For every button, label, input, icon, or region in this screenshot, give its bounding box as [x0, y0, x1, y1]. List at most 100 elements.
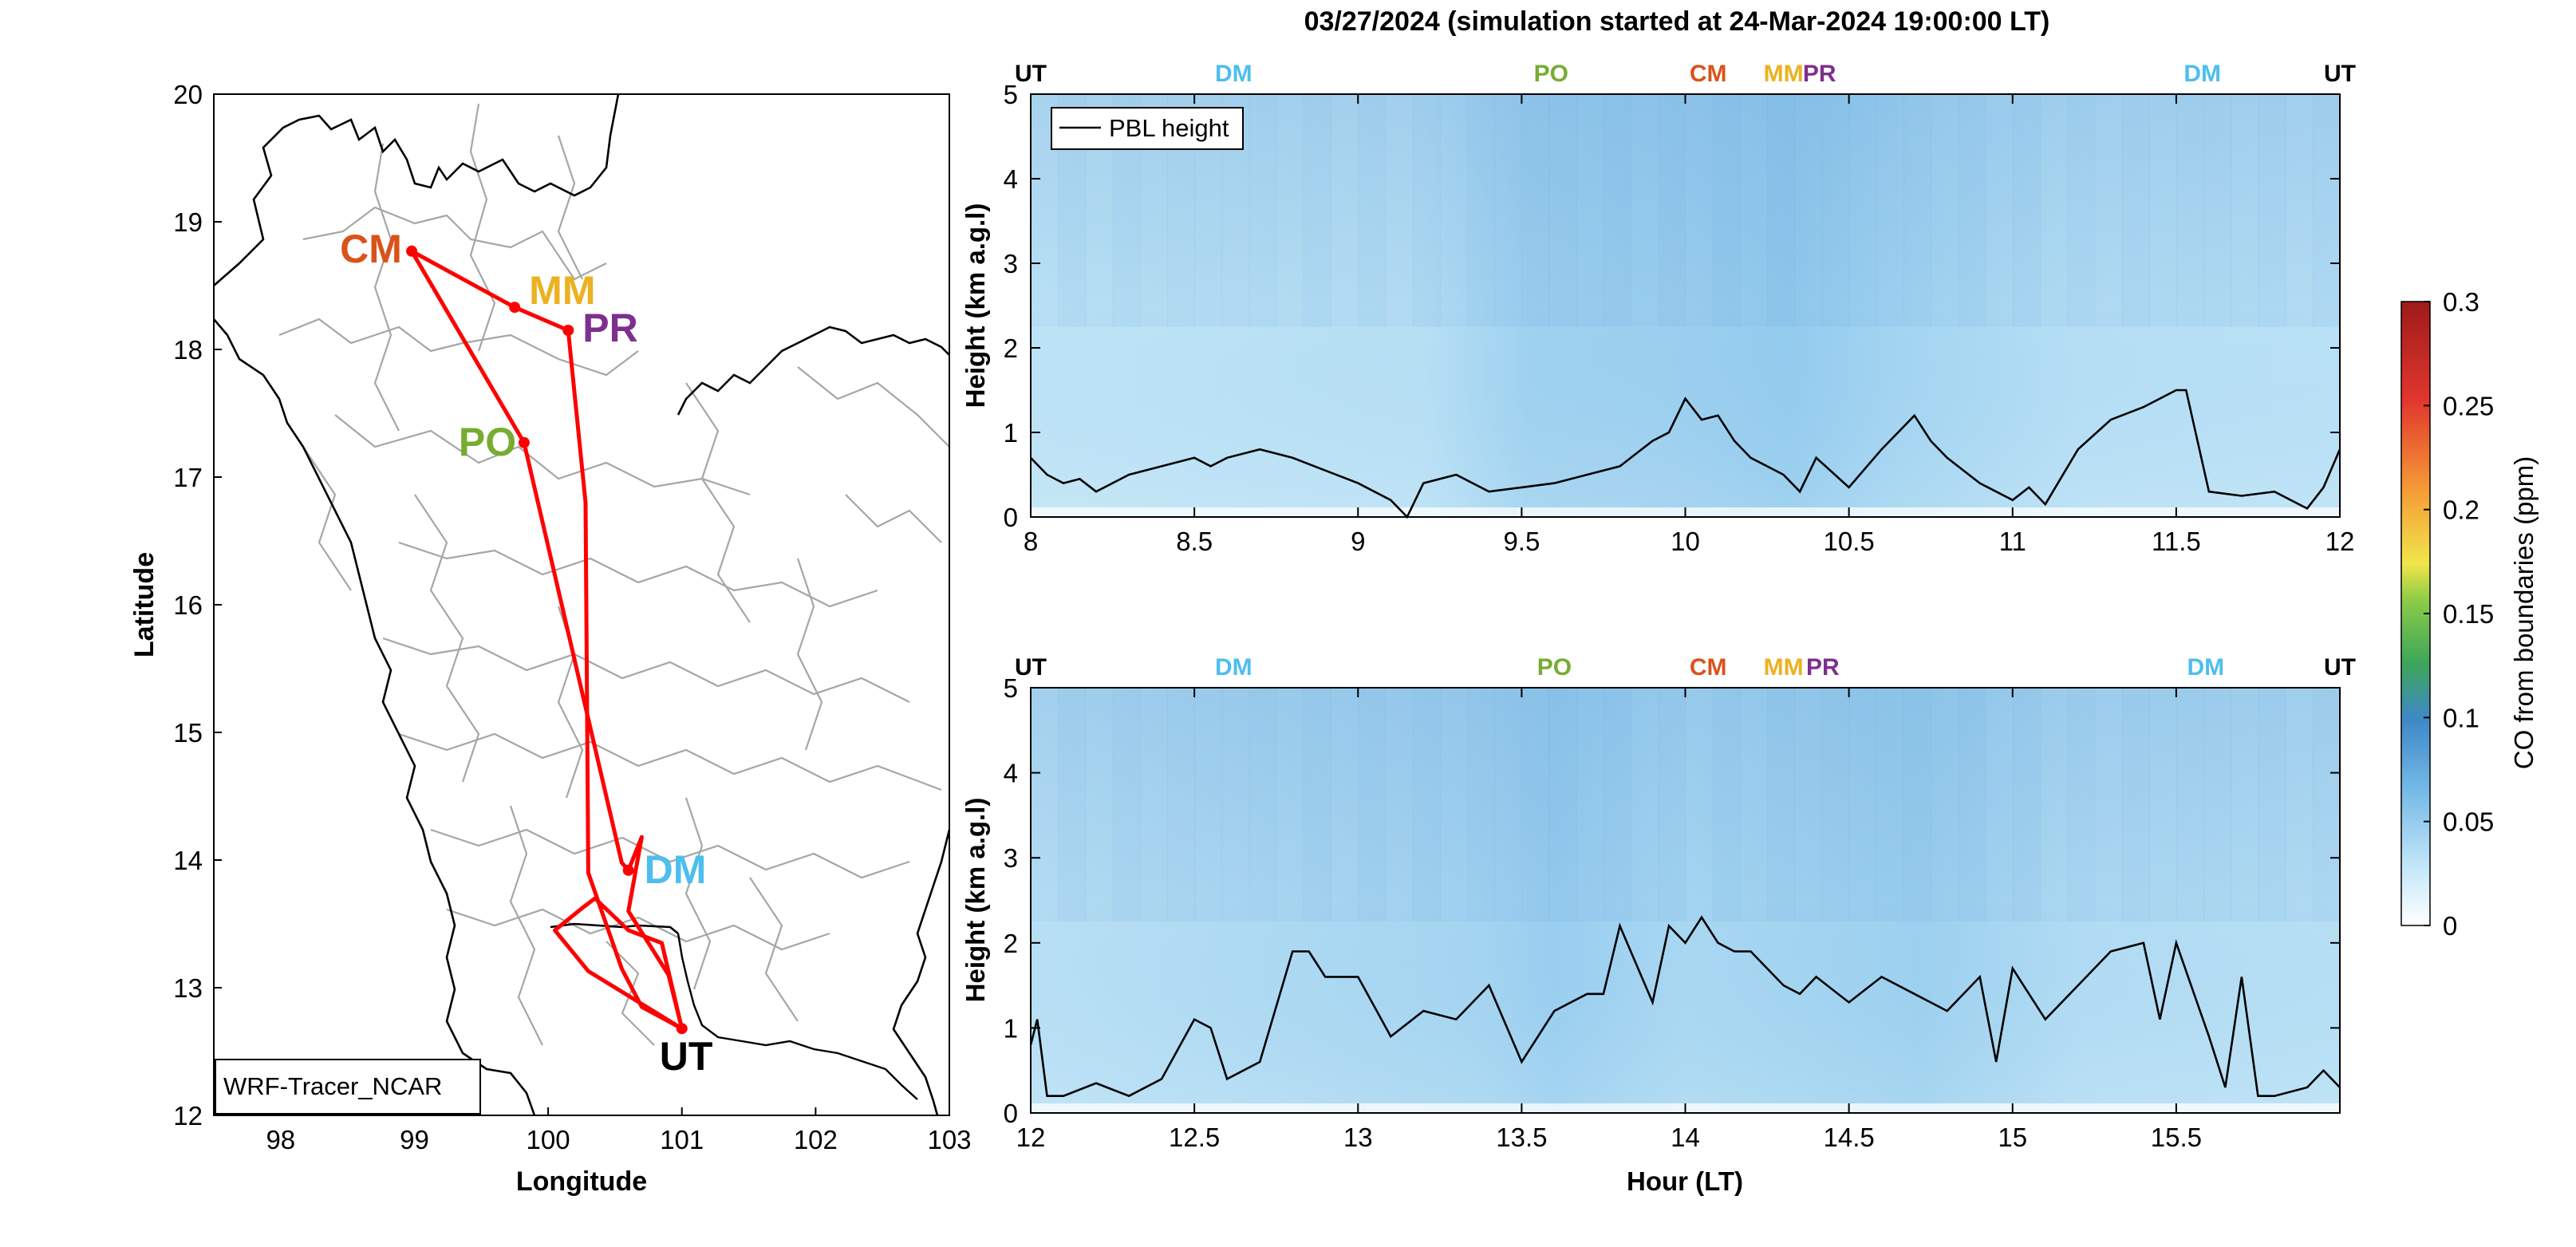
map-y-tick-label: 20 — [173, 80, 203, 109]
map-x-tick-label: 98 — [266, 1125, 295, 1154]
heatmap-cell — [1794, 688, 1823, 922]
map-y-tick-label: 15 — [173, 718, 203, 748]
flight-route — [409, 249, 684, 1031]
site-marker-label: DM — [1215, 654, 1252, 681]
x-tick-label: 14.5 — [1824, 1123, 1875, 1152]
heatmap-cell — [1358, 688, 1387, 922]
heatmap-cell — [1548, 688, 1577, 922]
heatmap-cell — [1358, 94, 1387, 327]
site-marker — [676, 1023, 688, 1035]
map-y-tick-label: 12 — [173, 1101, 203, 1131]
y-tick-label: 2 — [1004, 929, 1018, 958]
site-marker-label: PR — [1806, 654, 1840, 681]
map-y-tick-label: 19 — [173, 207, 203, 237]
colorbar-tick-label: 0.15 — [2443, 599, 2494, 629]
heatmap-cell — [2203, 94, 2232, 327]
site-marker — [562, 325, 574, 336]
heatmap-cell — [1385, 688, 1414, 922]
x-tick-label: 10.5 — [1824, 527, 1875, 556]
heatmap-cell — [1494, 688, 1523, 922]
x-tick-label: 9.5 — [1503, 527, 1540, 556]
heatmap-cell — [2231, 94, 2259, 327]
heatmap-cell — [1848, 94, 1877, 327]
heatmap-cell — [1249, 94, 1277, 327]
site-marker-label: DM — [1215, 61, 1252, 87]
model-label: WRF-Tracer_NCAR — [223, 1072, 442, 1100]
heatmap-cell — [2285, 94, 2314, 327]
map-x-tick-label: 100 — [527, 1125, 570, 1154]
heatmap-cell — [1031, 688, 1059, 922]
heatmap-cell — [2176, 688, 2205, 922]
heatmap-cell — [1631, 688, 1659, 922]
heatmap-cell — [1576, 688, 1604, 922]
map-x-tick-label: 99 — [400, 1125, 429, 1154]
colorbar-tick-label: 0.05 — [2443, 807, 2494, 837]
heatmap-cell — [2094, 94, 2123, 327]
y-tick-label: 0 — [1004, 1099, 1018, 1128]
heatmap-cell — [1494, 94, 1523, 327]
heatmap-cell — [1821, 688, 1850, 922]
heatmap-cell — [1931, 94, 1959, 327]
x-tick-label: 15.5 — [2151, 1123, 2202, 1152]
xlabel-bottom: Hour (LT) — [1627, 1166, 1743, 1196]
heatmap-cell — [2231, 688, 2259, 922]
country-border — [213, 93, 951, 1116]
site-marker-label: PR — [1803, 61, 1836, 87]
heatmap-cell — [1848, 688, 1877, 922]
x-tick-label: 11.5 — [2152, 527, 2201, 556]
site-label: PO — [459, 420, 516, 464]
site-marker-label: MM — [1764, 61, 1804, 87]
site-label: MM — [529, 268, 595, 313]
y-tick-label: 3 — [1004, 843, 1018, 873]
site-marker — [518, 436, 530, 448]
colorbar-tick-label: 0.2 — [2443, 495, 2479, 525]
site-marker — [509, 302, 521, 314]
map-ylabel: Latitude — [129, 552, 160, 657]
heatmap-cell — [1303, 94, 1332, 327]
heatmap-cell — [1876, 94, 1904, 327]
heatmap-cell — [2121, 94, 2150, 327]
heatmap-cell — [1985, 94, 2014, 327]
heatmap-cell — [1658, 94, 1686, 327]
heatmap-cell — [1685, 688, 1714, 922]
colorbar-tick-label: 0.3 — [2443, 287, 2479, 317]
site-marker — [406, 245, 418, 257]
map-x-tick-label: 102 — [794, 1125, 838, 1154]
heatmap-cell — [1249, 688, 1277, 922]
heatmap-cell — [2176, 94, 2205, 327]
heatmap-cell — [2067, 94, 2096, 327]
heatmap-cell — [1685, 94, 1714, 327]
heatmap-cell — [1521, 94, 1550, 327]
model-label-box: WRF-Tracer_NCAR — [215, 1059, 481, 1115]
heatmap-cell — [1412, 688, 1441, 922]
ylabel-top: Height (km a.g.l) — [961, 203, 990, 408]
x-tick-label: 9 — [1351, 527, 1365, 556]
heatmap-cell — [1712, 688, 1741, 922]
heatmap-cell — [1985, 688, 2014, 922]
x-tick-label: 13.5 — [1496, 1123, 1547, 1152]
heatmap-cell — [1276, 94, 1304, 327]
heatmap-cell — [1794, 94, 1823, 327]
heatmap-cell — [1276, 688, 1304, 922]
map-y-tick-label: 14 — [173, 846, 203, 875]
y-tick-label: 5 — [1004, 673, 1018, 703]
colorbar-tick-label: 0.1 — [2443, 703, 2479, 732]
y-tick-label: 5 — [1004, 80, 1018, 109]
heatmap-cell — [1767, 688, 1796, 922]
heatmap-cell — [1958, 94, 1986, 327]
x-tick-label: 12 — [2326, 527, 2355, 556]
heatmap-cell — [1221, 688, 1250, 922]
map-x-tick-label: 103 — [927, 1125, 971, 1154]
heatmap-cell — [1958, 688, 1986, 922]
heatmap-cell — [1331, 688, 1359, 922]
colorbar: 0 0.05 0.1 0.15 0.2 0.25 0.3 CO from boundarie… — [2400, 287, 2539, 941]
colorbar-label: CO from boundaries (ppm) — [2509, 456, 2539, 769]
map-y-tick-label: 16 — [173, 590, 203, 620]
site-marker-label: MM — [1764, 654, 1804, 681]
heatmap-cell — [2067, 688, 2096, 922]
heatmap-cell — [1467, 688, 1496, 922]
heatmap-cell — [2258, 688, 2286, 922]
heatmap-cell — [1631, 94, 1659, 327]
